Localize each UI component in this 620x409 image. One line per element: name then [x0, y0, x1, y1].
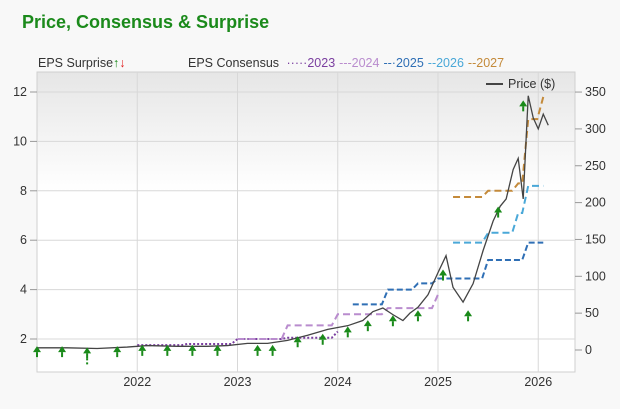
surprise-arrows [33, 100, 528, 366]
chart-title: Price, Consensus & Surprise [22, 12, 270, 32]
legend-label-2023: 2023 [307, 56, 336, 70]
y-left-tick-label: 4 [20, 283, 27, 297]
y-left-tick-label: 6 [20, 233, 27, 247]
surprise-up-arrow-icon[interactable] [33, 346, 41, 358]
surprise-up-arrow-icon[interactable] [58, 346, 67, 358]
y-left-tick-label: 10 [13, 134, 27, 148]
legend-label-2025: 2025 [395, 56, 424, 70]
price-legend: Price ($) [486, 77, 555, 91]
surprise-up-arrow-icon[interactable] [268, 344, 277, 356]
y-right-tick-label: 100 [585, 269, 606, 283]
consensus-legend-label: EPS Consensus [188, 56, 280, 70]
surprise-up-arrow-icon[interactable] [318, 333, 327, 345]
surprise-up-arrow-icon[interactable] [519, 100, 528, 112]
x-tick-label: 2023 [224, 375, 252, 389]
surprise-up-arrow-icon[interactable] [343, 326, 352, 338]
dashed-line-icon: -- [427, 56, 437, 70]
surprise-up-arrow-icon[interactable] [83, 347, 92, 359]
y-right-tick-label: 150 [585, 232, 606, 246]
dashed-line-icon: -- [467, 56, 477, 70]
y-left-tick-label: 12 [13, 85, 27, 99]
legend-label-2024: 2024 [351, 56, 380, 70]
surprise-up-arrow-icon[interactable] [363, 320, 372, 332]
down-arrow-icon: ↓ [119, 56, 126, 70]
surprise-up-arrow-icon[interactable] [413, 310, 422, 322]
x-tick-label: 2024 [324, 375, 352, 389]
surprise-up-arrow-icon[interactable] [163, 344, 172, 356]
x-tick-label: 2025 [424, 375, 452, 389]
y-left-tick-label: 8 [20, 184, 27, 198]
surprise-up-arrow-icon[interactable] [439, 269, 448, 281]
consensus-legend: EPS Consensus ·····2023 ---2024 --·2025 --2… [188, 56, 504, 70]
series-line-2024 [237, 294, 439, 340]
surprise-up-arrow-icon[interactable] [388, 315, 397, 327]
legend-item-2026[interactable]: --2026 [428, 56, 464, 70]
dashed-line-icon: --- [339, 56, 352, 70]
y-right-tick-label: 0 [585, 343, 592, 357]
legend-label-2027: 2027 [476, 56, 505, 70]
dash-dot-line-icon: --· [383, 56, 396, 70]
plot-area [36, 71, 576, 373]
y-right-tick-label: 50 [585, 306, 599, 320]
legend-item-2025[interactable]: --·2025 [383, 56, 423, 70]
y-right-tick-label: 300 [585, 122, 606, 136]
right-axis: 0 50 100 150 200 250 300 350 [575, 85, 606, 357]
y-right-tick-label: 250 [585, 159, 606, 173]
y-right-tick-label: 350 [585, 85, 606, 99]
x-axis: 2022 2023 2024 2025 2026 [123, 375, 552, 389]
legend-item-2023[interactable]: ·····2023 [287, 56, 336, 70]
surprise-up-arrow-icon[interactable] [293, 336, 302, 348]
surprise-up-arrow-icon[interactable] [113, 346, 122, 358]
surprise-up-arrow-icon[interactable] [464, 310, 473, 322]
surprise-legend: EPS Surprise↑↓ [38, 56, 126, 70]
surprise-legend-label: EPS Surprise [38, 56, 114, 70]
price-legend-label: Price ($) [508, 77, 555, 91]
series-line-price [37, 95, 549, 350]
series-line-2025 [352, 241, 544, 306]
x-tick-label: 2026 [524, 375, 552, 389]
left-axis: 2 4 6 8 10 12 [13, 85, 37, 346]
x-tick-label: 2022 [123, 375, 151, 389]
y-right-tick-label: 200 [585, 196, 606, 210]
series-line-2023 [137, 330, 339, 347]
legend-item-2027[interactable]: --2027 [468, 56, 504, 70]
grid-lines [37, 72, 575, 372]
up-arrow-icon: ↑ [113, 56, 120, 70]
surprise-up-arrow-icon[interactable] [253, 344, 262, 356]
surprise-up-arrow-icon[interactable] [494, 206, 503, 218]
surprise-up-arrow-icon[interactable] [138, 344, 147, 356]
legend-item-2024[interactable]: ---2024 [339, 56, 379, 70]
series-lines [37, 95, 549, 350]
surprise-up-arrow-icon[interactable] [213, 344, 222, 356]
legend-label-2026: 2026 [436, 56, 464, 70]
series-line-2026 [453, 184, 544, 244]
y-left-tick-label: 2 [20, 332, 27, 346]
surprise-up-arrow-icon[interactable] [188, 344, 197, 356]
dotted-line-icon: ····· [286, 56, 308, 70]
